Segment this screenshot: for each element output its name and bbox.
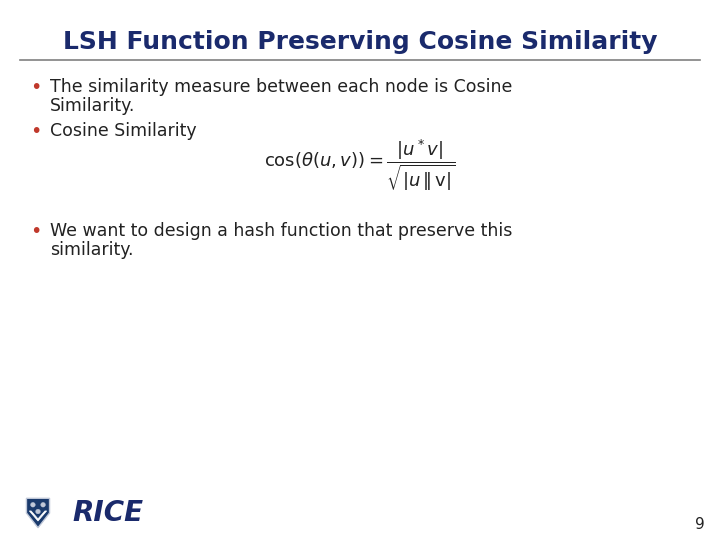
Text: Similarity.: Similarity. (50, 97, 135, 115)
Text: We want to design a hash function that preserve this: We want to design a hash function that p… (50, 222, 513, 240)
Text: •: • (30, 222, 41, 241)
Circle shape (41, 502, 45, 507)
Circle shape (36, 509, 40, 514)
Text: The similarity measure between each node is Cosine: The similarity measure between each node… (50, 78, 513, 96)
Polygon shape (30, 511, 47, 521)
Text: RICE: RICE (72, 499, 143, 527)
Text: Cosine Similarity: Cosine Similarity (50, 122, 197, 140)
Text: similarity.: similarity. (50, 241, 133, 259)
Text: $\cos(\theta(u,v)) = \dfrac{|u^*v|}{\sqrt{|u\,\|\,\mathrm{v}|}}$: $\cos(\theta(u,v)) = \dfrac{|u^*v|}{\sqr… (264, 137, 456, 193)
Polygon shape (27, 498, 50, 528)
Circle shape (31, 502, 35, 507)
Text: •: • (30, 122, 41, 141)
Text: •: • (30, 78, 41, 97)
Text: LSH Function Preserving Cosine Similarity: LSH Function Preserving Cosine Similarit… (63, 30, 657, 54)
Text: 9: 9 (696, 517, 705, 532)
